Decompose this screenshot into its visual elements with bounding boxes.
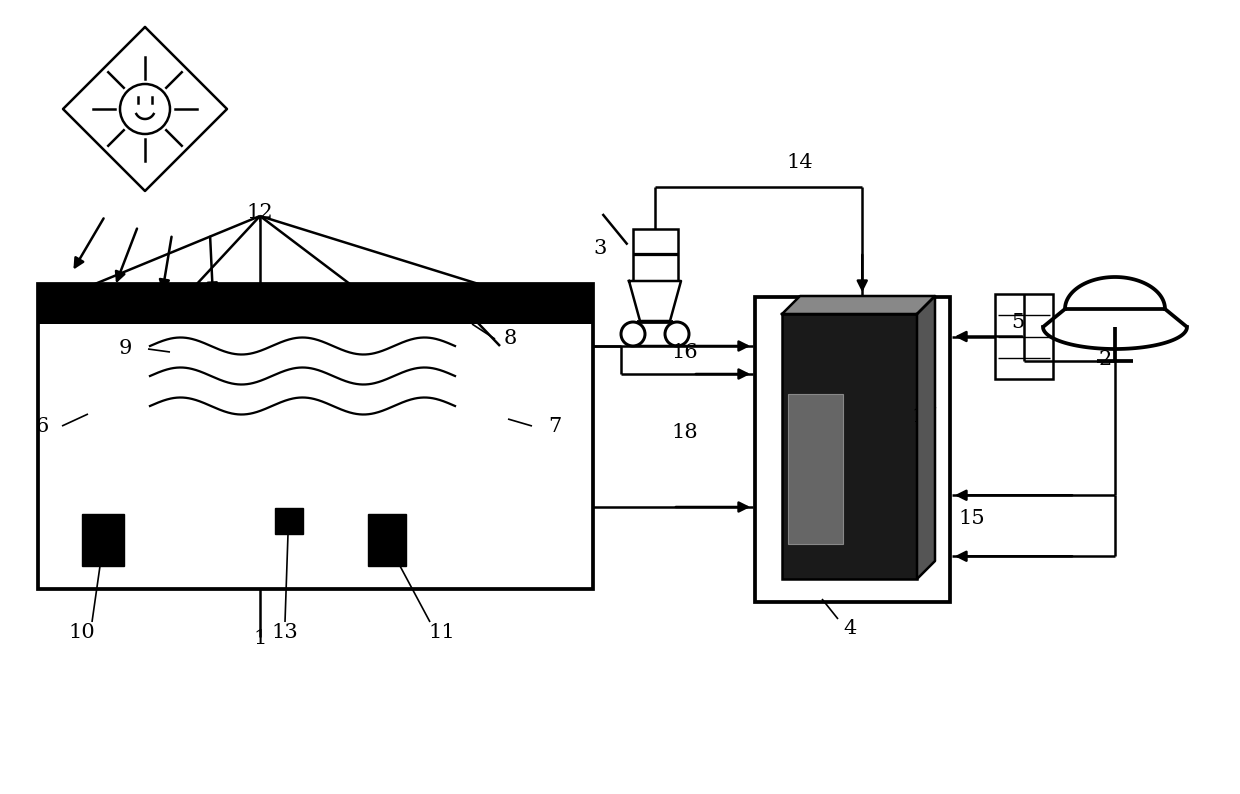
Text: 17: 17 <box>911 407 939 426</box>
Bar <box>38 284 593 324</box>
Bar <box>38 284 593 589</box>
Text: 12: 12 <box>247 202 273 222</box>
Text: 18: 18 <box>672 422 698 441</box>
Bar <box>368 514 405 566</box>
Bar <box>275 508 303 534</box>
Bar <box>782 314 918 579</box>
Text: 5: 5 <box>1012 313 1024 332</box>
Text: 15: 15 <box>959 510 986 529</box>
Polygon shape <box>782 296 935 314</box>
Text: 14: 14 <box>786 152 813 172</box>
Text: 6: 6 <box>36 417 48 435</box>
Bar <box>755 297 950 602</box>
Text: 7: 7 <box>548 417 562 435</box>
Text: 8: 8 <box>503 330 517 349</box>
Polygon shape <box>629 281 681 321</box>
Bar <box>787 394 843 544</box>
Text: 1: 1 <box>253 630 267 649</box>
Polygon shape <box>918 296 935 579</box>
Text: 10: 10 <box>68 622 95 642</box>
Text: 3: 3 <box>593 240 606 259</box>
Bar <box>82 514 124 566</box>
Text: 2: 2 <box>1099 349 1111 368</box>
Text: 4: 4 <box>843 619 857 638</box>
Bar <box>994 294 1053 379</box>
Text: 9: 9 <box>118 340 131 359</box>
Bar <box>632 229 677 281</box>
Text: 13: 13 <box>272 622 299 642</box>
Text: 16: 16 <box>672 342 698 361</box>
Text: 11: 11 <box>429 622 455 642</box>
